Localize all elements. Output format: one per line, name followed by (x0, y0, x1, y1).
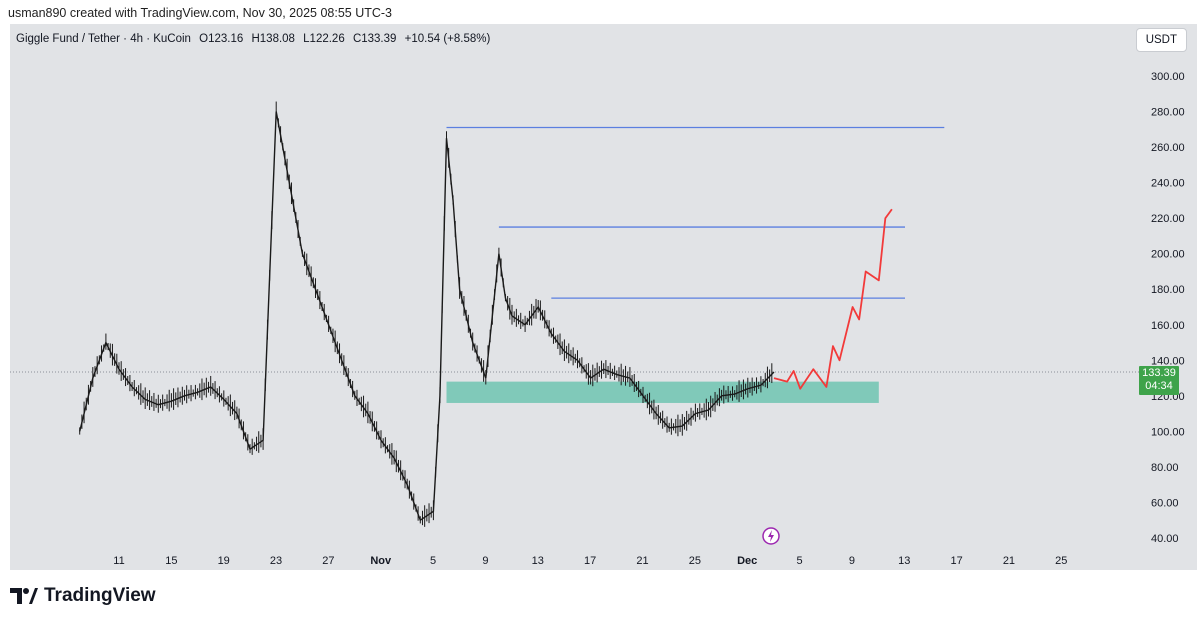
symbol-name: Giggle Fund / Tether · 4h · KuCoin (16, 33, 191, 45)
chart-caption: usman890 created with TradingView.com, N… (8, 6, 393, 20)
x-tick-label: 25 (1055, 555, 1067, 567)
x-tick-label: 11 (113, 555, 124, 567)
y-tick-label: 40.00 (1151, 533, 1179, 545)
x-tick-label: 13 (898, 555, 910, 567)
ohlc-high: H138.08 (251, 33, 295, 45)
brand-name: TradingView (44, 585, 156, 606)
tradingview-logo: TradingView (10, 585, 156, 607)
x-tick-label: 25 (689, 555, 701, 567)
x-tick-label: 23 (270, 555, 282, 567)
x-tick-label: 19 (218, 555, 230, 567)
ohlc-close: C133.39 (352, 33, 397, 45)
tradingview-logo-icon (10, 588, 38, 604)
x-tick-label: Nov (370, 555, 392, 567)
y-tick-label: 80.00 (1151, 462, 1179, 474)
y-tick-label: 180.00 (1151, 284, 1185, 296)
symbol-info: Giggle Fund / Tether · 4h · KuCoin O123.… (16, 33, 495, 45)
y-tick-label: 300.00 (1151, 71, 1185, 83)
last-price-tag: 133.39 04:34 (1139, 366, 1179, 395)
candles-layer (79, 101, 775, 527)
x-tick-label: 9 (482, 555, 488, 567)
lightning-icon[interactable] (761, 526, 781, 546)
y-tick-label: 200.00 (1151, 249, 1185, 261)
ohlc-open: O123.16 (199, 33, 244, 45)
support-zone (446, 381, 879, 403)
x-axis: 11 15 19 23 27 Nov 5 9 13 17 21 25 Dec 5 9 13 17 21 25 (113, 555, 1067, 567)
projection-path (773, 208, 893, 390)
ohlc-low: L122.26 (303, 33, 345, 45)
x-tick-label: 13 (532, 555, 544, 567)
x-tick-label: 21 (636, 555, 648, 567)
support-zone-layer (446, 381, 879, 403)
x-tick-label: 21 (1003, 555, 1015, 567)
bar-countdown: 04:34 (1145, 380, 1173, 392)
x-tick-label: 17 (584, 555, 596, 567)
x-tick-label: 27 (322, 555, 334, 567)
last-price: 133.39 (1142, 367, 1176, 379)
y-tick-label: 140.00 (1151, 355, 1185, 367)
y-tick-label: 260.00 (1151, 142, 1185, 154)
chart-area[interactable]: 300.00 280.00 260.00 240.00 220.00 200.00 180.… (10, 24, 1197, 570)
x-tick-label: 15 (165, 555, 177, 567)
x-tick-label: 5 (796, 555, 802, 567)
levels-layer (446, 126, 945, 299)
y-tick-label: 280.00 (1151, 107, 1185, 119)
y-axis: 300.00 280.00 260.00 240.00 220.00 200.00 180.… (1151, 71, 1185, 545)
y-tick-label: 240.00 (1151, 178, 1185, 190)
y-tick-label: 60.00 (1151, 497, 1179, 509)
x-tick-label: 9 (849, 555, 855, 567)
y-tick-label: 100.00 (1151, 426, 1185, 438)
x-tick-label: Dec (737, 555, 757, 567)
ohlc-change: +10.54 (+8.58%) (404, 33, 491, 45)
projection-layer (773, 208, 893, 390)
y-tick-label: 160.00 (1151, 320, 1185, 332)
price-line (79, 111, 775, 522)
x-tick-label: 17 (950, 555, 962, 567)
y-tick-label: 220.00 (1151, 213, 1185, 225)
price-chart[interactable]: 300.00 280.00 260.00 240.00 220.00 200.00 180.… (10, 24, 1197, 570)
currency-button[interactable]: USDT (1135, 28, 1187, 52)
x-tick-label: 5 (430, 555, 436, 567)
